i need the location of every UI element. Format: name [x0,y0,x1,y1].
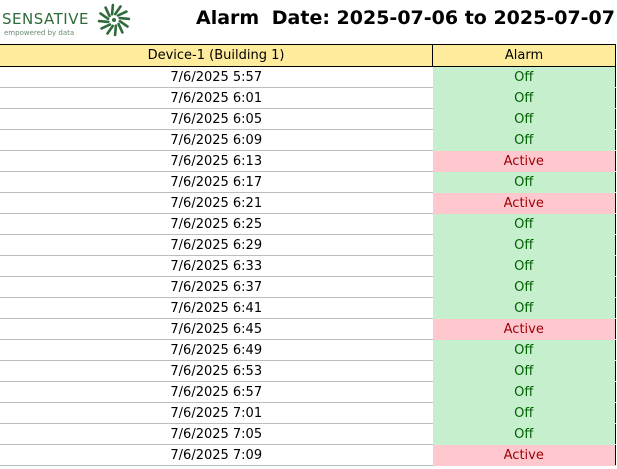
timestamp-cell: 7/6/2025 6:49 [0,339,433,361]
table-header-row: Device-1 (Building 1) Alarm [0,44,616,67]
sunburst-ray [113,24,118,37]
sunburst-ray [99,12,110,21]
timestamp-cell: 7/6/2025 6:45 [0,318,433,340]
timestamp-cell: 7/6/2025 6:37 [0,276,433,298]
timestamp-cell: 7/6/2025 6:17 [0,171,433,193]
timestamp-cell: 7/6/2025 7:05 [0,423,433,445]
sunburst-ray [118,16,131,21]
table-row: 7/6/2025 6:37 Off [0,276,616,298]
alarm-status-cell: Off [432,339,616,361]
table-row: 7/6/2025 6:21 Active [0,192,616,214]
alarm-status-cell: Off [432,108,616,130]
table-row: 7/6/2025 7:05 Off [0,423,616,445]
timestamp-cell: 7/6/2025 6:25 [0,213,433,235]
timestamp-cell: 7/6/2025 6:05 [0,108,433,130]
table-row: 7/6/2025 6:17 Off [0,171,616,193]
alarm-table: Device-1 (Building 1) Alarm 7/6/2025 5:5… [0,44,616,466]
timestamp-cell: 7/6/2025 6:29 [0,234,433,256]
alarm-status-cell: Off [432,66,616,88]
alarm-status-cell: Off [432,234,616,256]
sunburst-ray [100,23,112,30]
sunburst-ray [118,19,129,28]
column-header-alarm: Alarm [432,44,616,67]
table-row: 7/6/2025 6:57 Off [0,381,616,403]
alarm-status-cell: Off [432,276,616,298]
table-row: 7/6/2025 6:05 Off [0,108,616,130]
alarm-status-cell: Active [432,318,616,340]
alarm-status-cell: Off [432,171,616,193]
table-row: 7/6/2025 5:57 Off [0,66,616,88]
table-row: 7/6/2025 6:49 Off [0,339,616,361]
table-row: 7/6/2025 6:01 Off [0,87,616,109]
table-row: 7/6/2025 6:13 Active [0,150,616,172]
timestamp-cell: 7/6/2025 6:13 [0,150,433,172]
alarm-status-cell: Off [432,87,616,109]
timestamp-cell: 7/6/2025 6:09 [0,129,433,151]
timestamp-cell: 7/6/2025 7:01 [0,402,433,424]
timestamp-cell: 7/6/2025 6:53 [0,360,433,382]
sunburst-icon [97,3,131,37]
alarm-status-cell: Off [432,255,616,277]
table-row: 7/6/2025 7:01 Off [0,402,616,424]
column-header-device: Device-1 (Building 1) [0,44,433,67]
sunburst-ray [116,10,128,17]
alarm-status-cell: Off [432,297,616,319]
alarm-status-cell: Off [432,402,616,424]
table-row: 7/6/2025 6:45 Active [0,318,616,340]
sensative-logo: SENSATIVE empowered by data [2,3,137,38]
timestamp-cell: 7/6/2025 6:41 [0,297,433,319]
date-range: Date: 2025-07-06 to 2025-07-07 [271,7,615,29]
timestamp-cell: 7/6/2025 6:57 [0,381,433,403]
logo-tagline: empowered by data [4,29,75,37]
sunburst-ray [104,6,111,18]
sunburst-ray [97,19,110,24]
table-row: 7/6/2025 6:33 Off [0,255,616,277]
table-row: 7/6/2025 6:09 Off [0,129,616,151]
timestamp-cell: 7/6/2025 7:09 [0,444,433,466]
timestamp-cell: 7/6/2025 6:21 [0,192,433,214]
timestamp-cell: 7/6/2025 5:57 [0,66,433,88]
alarm-status-cell: Off [432,381,616,403]
timestamp-cell: 7/6/2025 6:33 [0,255,433,277]
alarm-status-cell: Off [432,360,616,382]
sunburst-ray [110,3,115,16]
logo-text: SENSATIVE [2,10,89,28]
alarm-status-cell: Active [432,444,616,466]
timestamp-cell: 7/6/2025 6:01 [0,87,433,109]
table-row: 7/6/2025 6:53 Off [0,360,616,382]
table-row: 7/6/2025 6:41 Off [0,297,616,319]
alarm-status-cell: Off [432,423,616,445]
table-row: 7/6/2025 6:25 Off [0,213,616,235]
alarm-status-cell: Active [432,192,616,214]
sunburst-ray [117,22,124,34]
sunburst-ray [106,24,115,35]
alarm-status-cell: Active [432,150,616,172]
sunburst-ray [113,5,122,16]
page-title: Alarm [196,7,260,29]
alarm-status-cell: Off [432,129,616,151]
table-row: 7/6/2025 6:29 Off [0,234,616,256]
alarm-status-cell: Off [432,213,616,235]
table-row: 7/6/2025 7:09 Active [0,444,616,466]
